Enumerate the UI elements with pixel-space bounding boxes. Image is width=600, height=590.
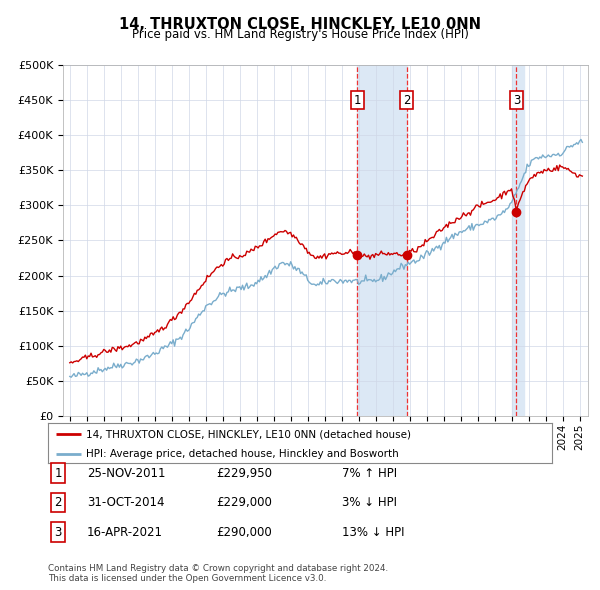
Text: HPI: Average price, detached house, Hinckley and Bosworth: HPI: Average price, detached house, Hinc…: [86, 450, 398, 460]
Text: £229,950: £229,950: [216, 467, 272, 480]
Text: 7% ↑ HPI: 7% ↑ HPI: [342, 467, 397, 480]
Text: 3: 3: [55, 526, 62, 539]
Text: 3: 3: [513, 93, 520, 107]
Bar: [512, 65, 524, 416]
Text: 13% ↓ HPI: 13% ↓ HPI: [342, 526, 404, 539]
Text: £229,000: £229,000: [216, 496, 272, 509]
Text: 25-NOV-2011: 25-NOV-2011: [87, 467, 166, 480]
Text: £290,000: £290,000: [216, 526, 272, 539]
Bar: [357, 65, 407, 416]
Text: Price paid vs. HM Land Registry's House Price Index (HPI): Price paid vs. HM Land Registry's House …: [131, 28, 469, 41]
Text: 14, THRUXTON CLOSE, HINCKLEY, LE10 0NN (detached house): 14, THRUXTON CLOSE, HINCKLEY, LE10 0NN (…: [86, 430, 411, 440]
Text: This data is licensed under the Open Government Licence v3.0.: This data is licensed under the Open Gov…: [48, 574, 326, 583]
Text: Contains HM Land Registry data © Crown copyright and database right 2024.: Contains HM Land Registry data © Crown c…: [48, 565, 388, 573]
Text: 1: 1: [353, 93, 361, 107]
Text: 3% ↓ HPI: 3% ↓ HPI: [342, 496, 397, 509]
Text: 2: 2: [55, 496, 62, 509]
Text: 31-OCT-2014: 31-OCT-2014: [87, 496, 164, 509]
Text: 1: 1: [55, 467, 62, 480]
Text: 2: 2: [403, 93, 410, 107]
Text: 14, THRUXTON CLOSE, HINCKLEY, LE10 0NN: 14, THRUXTON CLOSE, HINCKLEY, LE10 0NN: [119, 17, 481, 31]
Text: 16-APR-2021: 16-APR-2021: [87, 526, 163, 539]
